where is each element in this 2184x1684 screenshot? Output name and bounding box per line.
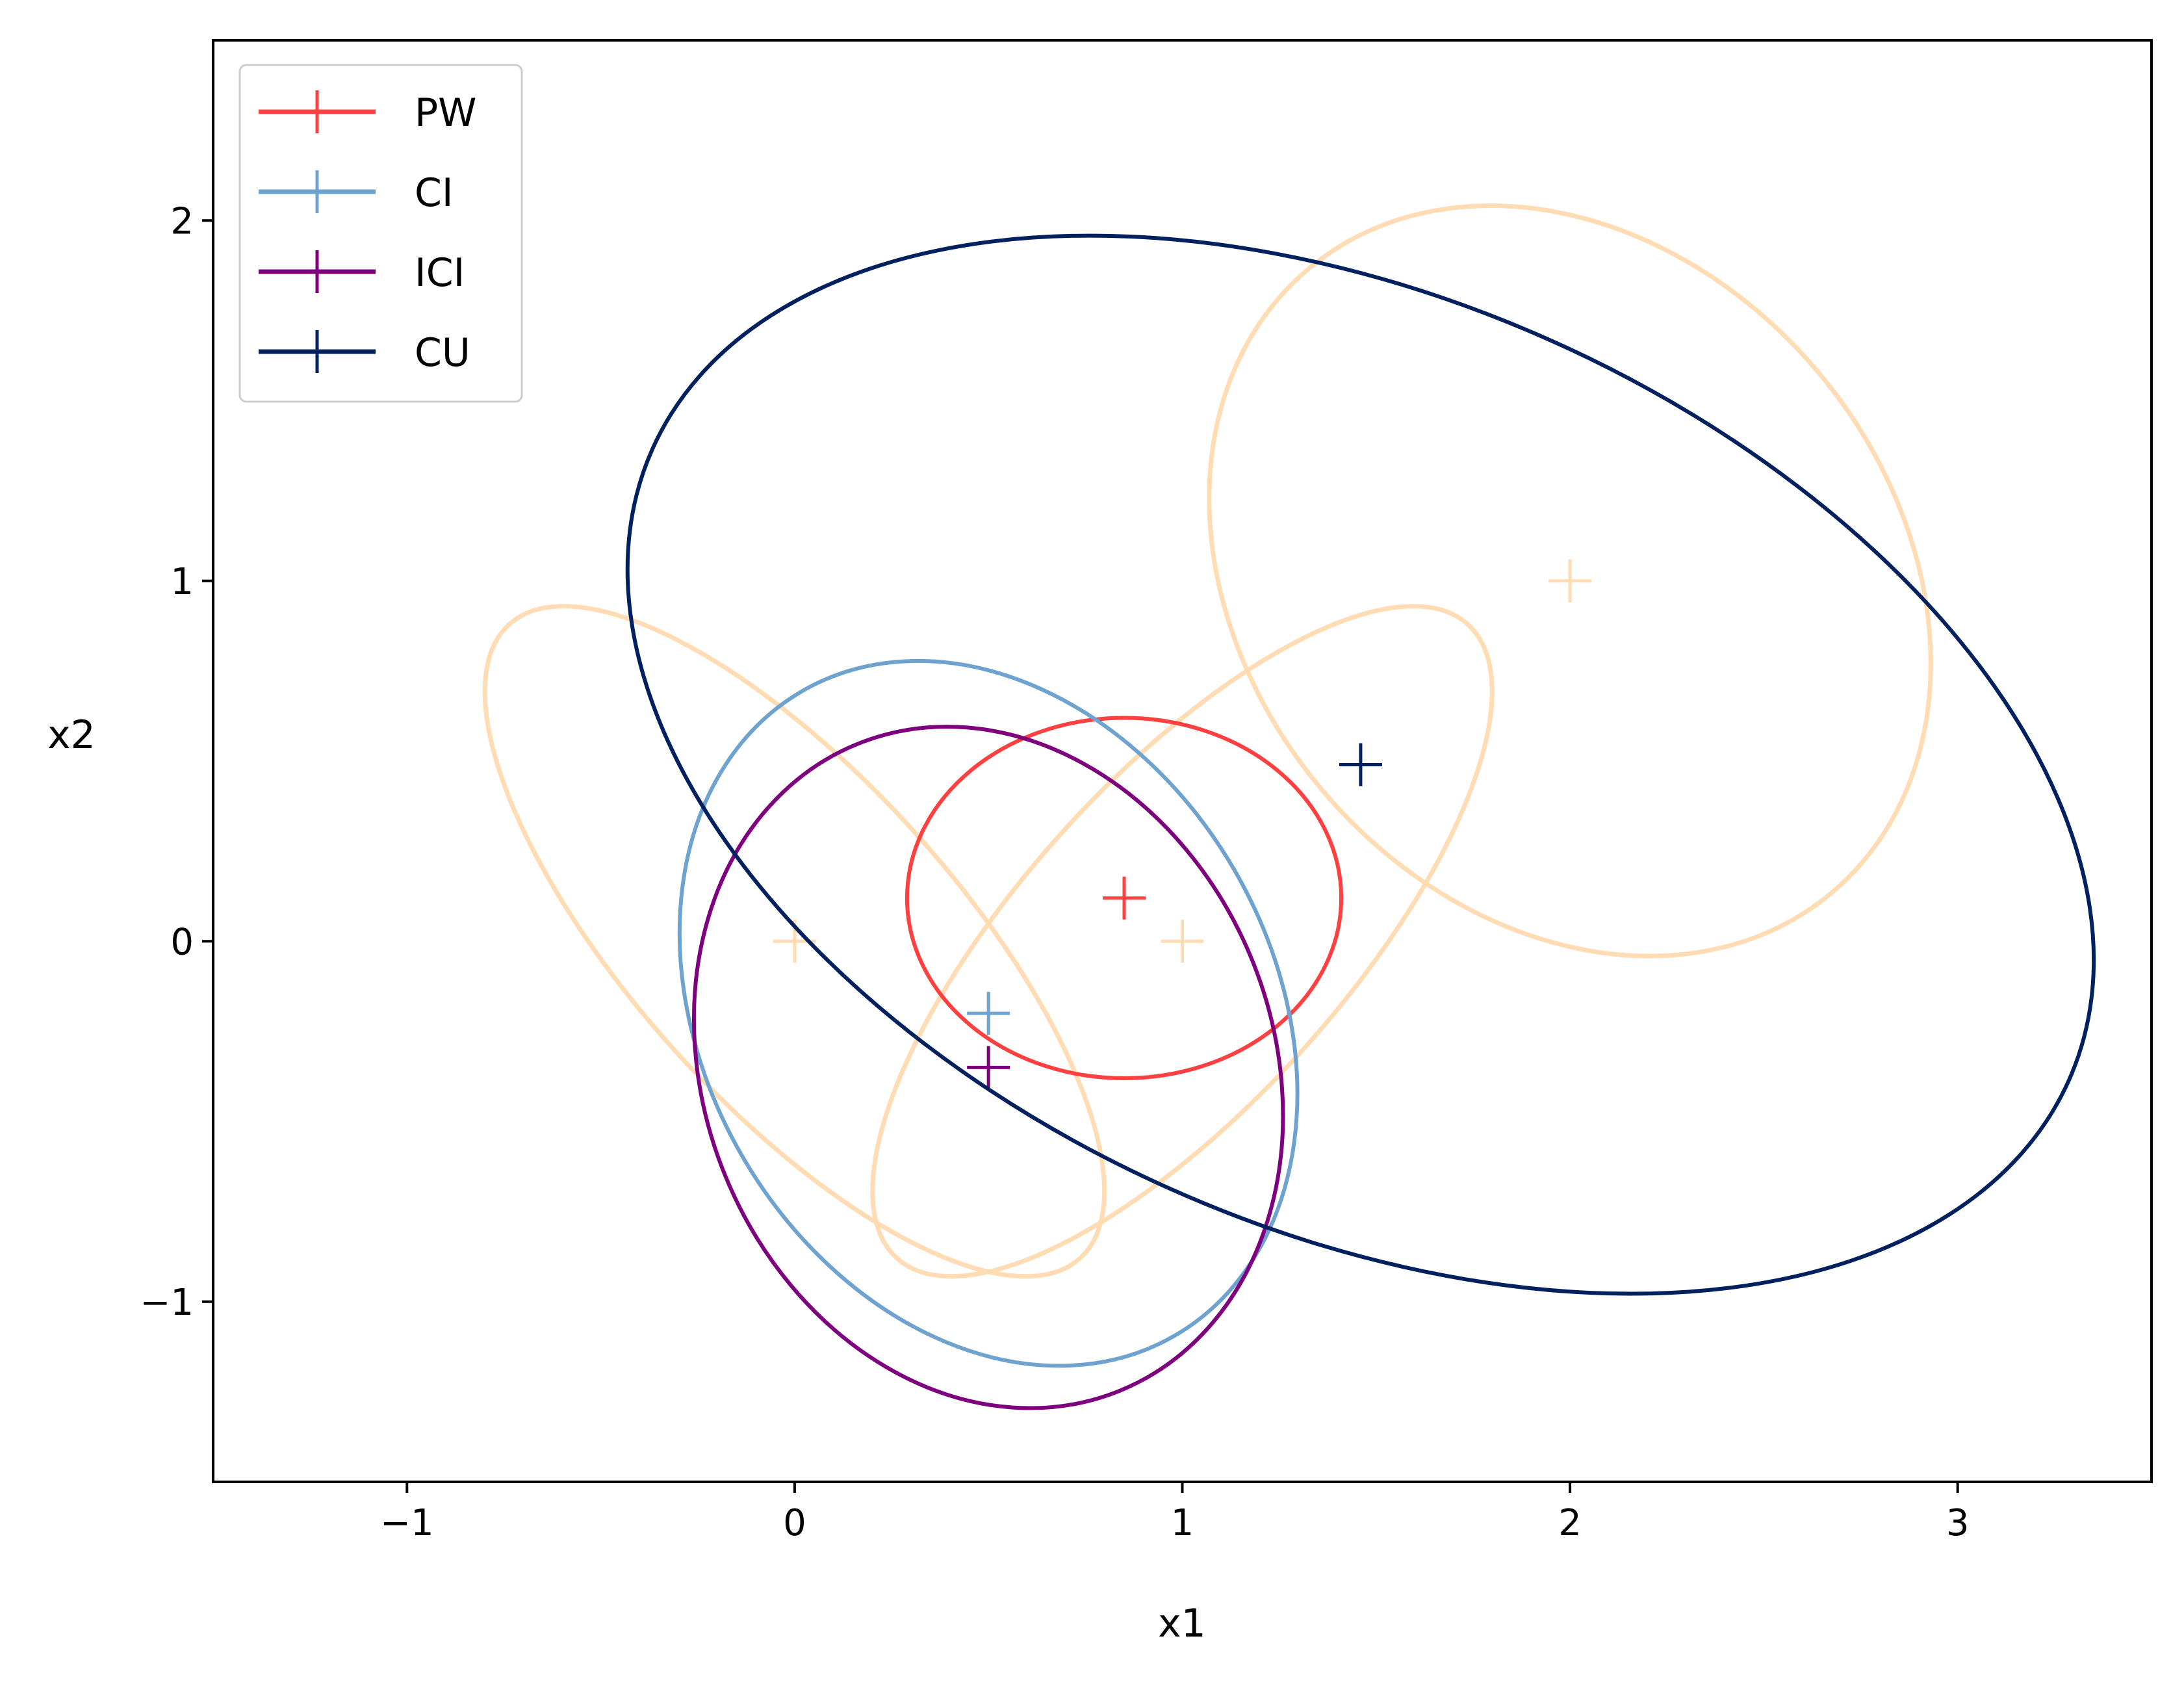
series-mean-marker-ici bbox=[967, 1046, 1010, 1089]
series-mean-marker-ci bbox=[967, 992, 1010, 1035]
x-tick-label: 0 bbox=[783, 1502, 806, 1544]
legend-item-pw: PW bbox=[259, 90, 477, 136]
plot-area bbox=[213, 40, 2152, 1482]
background-ellipse-2 bbox=[870, 604, 1495, 1279]
legend: PW CI ICI CU bbox=[238, 64, 523, 403]
series-mean-marker-pw bbox=[1103, 876, 1146, 920]
x-tick-label: 1 bbox=[1171, 1502, 1194, 1544]
background-mean-marker-2 bbox=[1161, 920, 1204, 963]
legend-label-pw: PW bbox=[415, 90, 477, 136]
legend-item-ci: CI bbox=[259, 170, 454, 216]
y-tick-label: 1 bbox=[170, 561, 194, 603]
y-axis-label: x2 bbox=[47, 712, 96, 758]
y-tick-label: 2 bbox=[170, 200, 194, 242]
series-ellipse-cu bbox=[625, 233, 2096, 1296]
y-axis-ticks: −1 0 1 2 bbox=[140, 200, 213, 1324]
background-mean-marker-3 bbox=[1548, 559, 1592, 602]
y-tick-label: 0 bbox=[170, 921, 194, 963]
x-tick-label: 3 bbox=[1946, 1502, 1970, 1544]
legend-item-cu: CU bbox=[259, 330, 470, 376]
background-ellipse-1 bbox=[482, 604, 1107, 1279]
series-ellipse-pw bbox=[905, 716, 1344, 1080]
series-ellipse-ci bbox=[677, 658, 1300, 1368]
legend-label-cu: CU bbox=[415, 330, 470, 376]
x-axis-label: x1 bbox=[1158, 1601, 1206, 1646]
x-tick-label: −1 bbox=[380, 1502, 434, 1544]
x-tick-label: 2 bbox=[1558, 1502, 1582, 1544]
legend-label-ci: CI bbox=[415, 170, 454, 216]
legend-box bbox=[238, 64, 523, 403]
background-ellipse-3 bbox=[1207, 203, 1933, 959]
legend-label-ici: ICI bbox=[415, 250, 465, 296]
legend-item-ici: ICI bbox=[259, 250, 465, 296]
series-ellipse-ici bbox=[691, 725, 1285, 1410]
x-axis-ticks: −1 0 1 2 3 bbox=[380, 1482, 1970, 1544]
series-mean-marker-cu bbox=[1339, 743, 1382, 786]
y-tick-label: −1 bbox=[140, 1282, 194, 1324]
series-estimates bbox=[625, 233, 2096, 1410]
